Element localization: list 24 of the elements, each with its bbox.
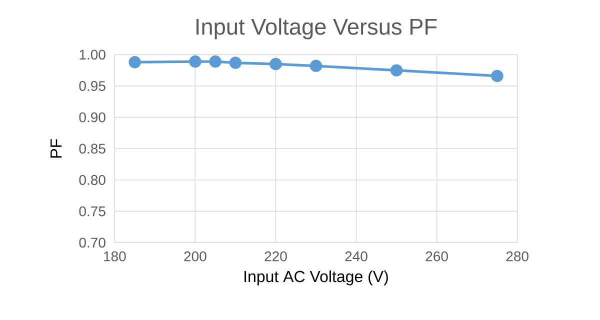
x-tick-label: 180 — [104, 251, 126, 262]
y-tick-label: 0.75 — [79, 206, 106, 216]
x-axis-title: Input AC Voltage (V) — [244, 270, 388, 286]
x-tick-label: 220 — [264, 251, 287, 262]
point — [229, 56, 242, 69]
y-tick-label: 0.70 — [79, 238, 106, 248]
point — [491, 70, 504, 82]
y-tick-label: 0.95 — [79, 81, 106, 91]
point — [209, 55, 222, 68]
x-tick-label: 240 — [345, 251, 368, 262]
y-tick-label: 0.80 — [79, 175, 106, 185]
x-tick-label: 280 — [506, 251, 528, 262]
y-tick-label: 0.90 — [79, 112, 106, 122]
y-axis-title: PF — [50, 139, 62, 158]
point — [189, 55, 202, 68]
point — [310, 60, 322, 72]
point — [128, 56, 141, 68]
y-tick-label: 1.00 — [80, 50, 106, 60]
chart-title: Input Voltage Versus PF — [196, 18, 437, 40]
point — [390, 64, 403, 76]
point — [270, 58, 282, 70]
x-tick-label: 200 — [184, 251, 206, 262]
y-tick-label: 0.85 — [79, 144, 106, 154]
x-tick-label: 260 — [426, 251, 448, 262]
